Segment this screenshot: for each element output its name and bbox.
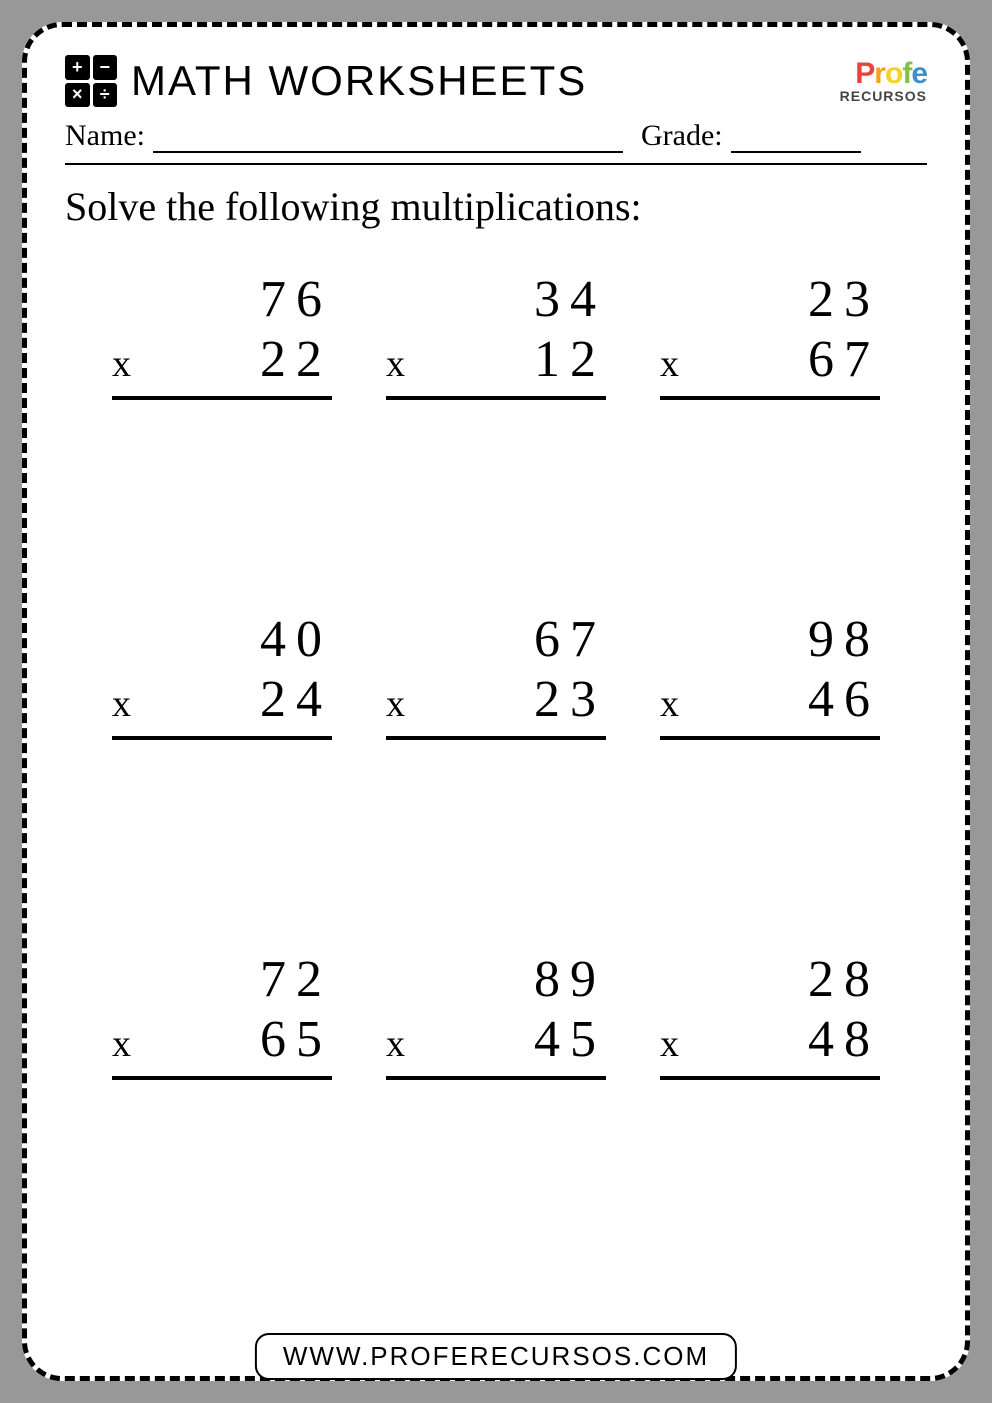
minus-icon: − bbox=[93, 55, 118, 80]
multiplier: 23 bbox=[534, 670, 606, 730]
problem-6: 98 x 46 bbox=[633, 600, 907, 940]
answer-rule bbox=[112, 736, 332, 740]
multiplicand: 76 bbox=[112, 270, 332, 330]
name-input-line[interactable] bbox=[153, 119, 623, 153]
problem-8: 89 x 45 bbox=[359, 940, 633, 1280]
header-row: + − × ÷ MATH WORKSHEETS Profe RECURSOS bbox=[65, 55, 927, 107]
multiplier: 46 bbox=[808, 670, 880, 730]
multiplier: 65 bbox=[260, 1010, 332, 1070]
problem-9: 28 x 48 bbox=[633, 940, 907, 1280]
multiplier: 12 bbox=[534, 330, 606, 390]
multiply-sign: x bbox=[112, 682, 131, 726]
math-ops-icon: + − × ÷ bbox=[65, 55, 117, 107]
divide-icon: ÷ bbox=[93, 83, 118, 108]
answer-rule bbox=[386, 1076, 606, 1080]
instruction-text: Solve the following multiplications: bbox=[65, 183, 927, 230]
plus-icon: + bbox=[65, 55, 90, 80]
multiplicand: 67 bbox=[386, 610, 606, 670]
multiply-sign: x bbox=[660, 1022, 679, 1066]
multiplicand: 89 bbox=[386, 950, 606, 1010]
times-icon: × bbox=[65, 83, 90, 108]
name-field: Name: bbox=[65, 119, 623, 153]
multiplicand: 72 bbox=[112, 950, 332, 1010]
grade-input-line[interactable] bbox=[731, 119, 861, 153]
multiplicand: 23 bbox=[660, 270, 880, 330]
multiplicand: 28 bbox=[660, 950, 880, 1010]
logo-bottom: RECURSOS bbox=[840, 89, 927, 103]
title-group: + − × ÷ MATH WORKSHEETS bbox=[65, 55, 587, 107]
multiplicand: 40 bbox=[112, 610, 332, 670]
multiply-sign: x bbox=[112, 342, 131, 386]
answer-rule bbox=[112, 1076, 332, 1080]
footer-url: WWW.PROFERECURSOS.COM bbox=[255, 1333, 737, 1380]
answer-rule bbox=[386, 396, 606, 400]
multiply-sign: x bbox=[112, 1022, 131, 1066]
multiplicand: 98 bbox=[660, 610, 880, 670]
page-title: MATH WORKSHEETS bbox=[131, 57, 587, 105]
problem-7: 72 x 65 bbox=[85, 940, 359, 1280]
header-divider bbox=[65, 163, 927, 165]
grade-field: Grade: bbox=[641, 119, 861, 153]
multiply-sign: x bbox=[386, 682, 405, 726]
answer-rule bbox=[660, 736, 880, 740]
multiplicand: 34 bbox=[386, 270, 606, 330]
answer-rule bbox=[660, 1076, 880, 1080]
multiply-sign: x bbox=[386, 342, 405, 386]
student-info-row: Name: Grade: bbox=[65, 119, 927, 153]
name-label: Name: bbox=[65, 119, 145, 153]
answer-rule bbox=[660, 396, 880, 400]
grade-label: Grade: bbox=[641, 119, 723, 153]
worksheet-sheet: + − × ÷ MATH WORKSHEETS Profe RECURSOS N… bbox=[22, 22, 970, 1381]
answer-rule bbox=[112, 396, 332, 400]
brand-logo: Profe RECURSOS bbox=[840, 59, 927, 103]
multiplier: 45 bbox=[534, 1010, 606, 1070]
problem-4: 40 x 24 bbox=[85, 600, 359, 940]
multiplier: 22 bbox=[260, 330, 332, 390]
problem-1: 76 x 22 bbox=[85, 260, 359, 600]
problem-5: 67 x 23 bbox=[359, 600, 633, 940]
multiplier: 67 bbox=[808, 330, 880, 390]
multiplier: 24 bbox=[260, 670, 332, 730]
multiply-sign: x bbox=[386, 1022, 405, 1066]
multiplier: 48 bbox=[808, 1010, 880, 1070]
multiply-sign: x bbox=[660, 682, 679, 726]
problem-3: 23 x 67 bbox=[633, 260, 907, 600]
logo-top: Profe bbox=[840, 59, 927, 89]
answer-rule bbox=[386, 736, 606, 740]
problem-2: 34 x 12 bbox=[359, 260, 633, 600]
multiply-sign: x bbox=[660, 342, 679, 386]
problems-grid: 76 x 22 34 x 12 23 x bbox=[65, 260, 927, 1280]
